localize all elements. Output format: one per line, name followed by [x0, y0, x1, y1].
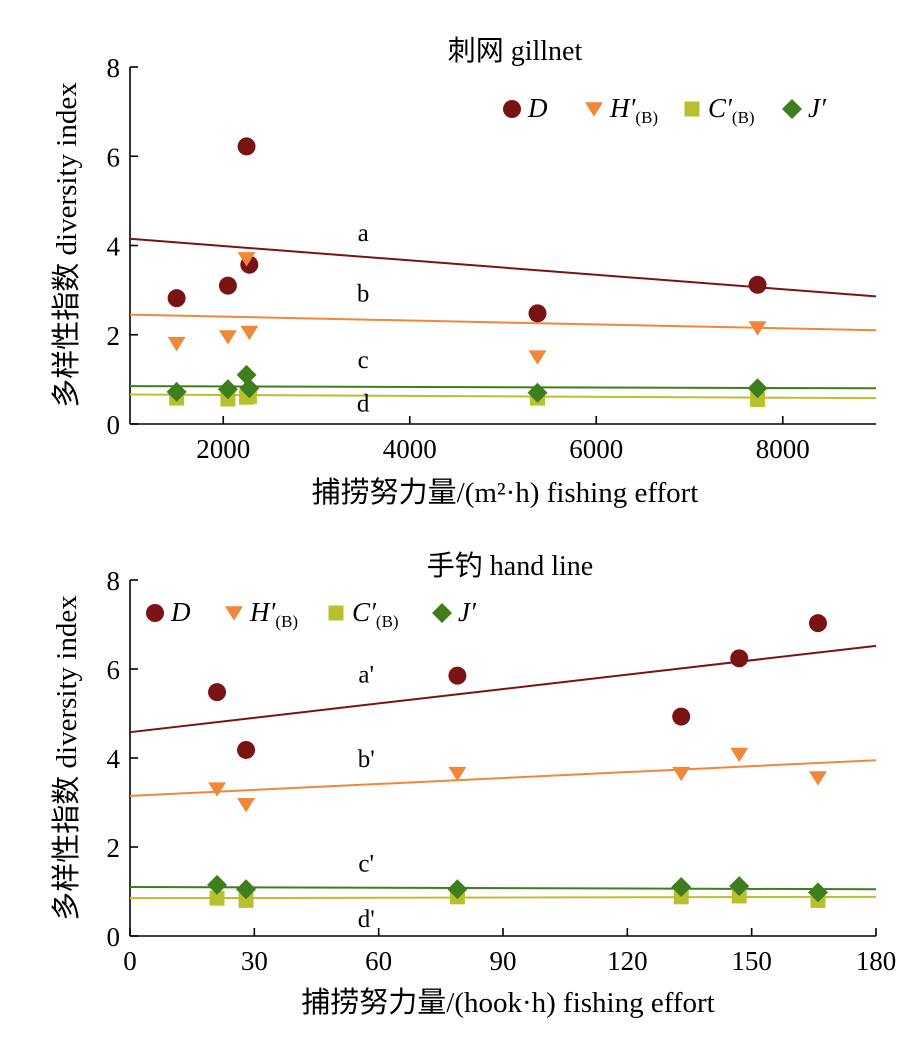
x-tick-label: 2000 [196, 434, 250, 464]
trendline-label: b [357, 280, 370, 307]
data-point-s3 [209, 890, 225, 906]
data-point-s2 [237, 797, 256, 813]
data-point-s2 [167, 336, 186, 352]
x-tick-label: 6000 [569, 434, 623, 464]
legend-marker [585, 102, 603, 117]
legend-marker [782, 99, 802, 119]
trendline-1 [129, 644, 877, 734]
data-point-s4 [239, 378, 260, 399]
legend-label: J′ [458, 597, 477, 627]
data-point-s2 [208, 782, 227, 797]
trendline-label: d' [358, 906, 375, 933]
y-tick-label: 4 [107, 232, 121, 262]
legend-marker [146, 604, 164, 622]
legend-label: H′(B) [609, 93, 658, 127]
data-point-s4 [527, 382, 548, 403]
data-point-s3 [238, 892, 254, 908]
trendline-label: c' [358, 850, 374, 877]
data-point-s4 [236, 364, 257, 385]
trendline-label: a' [358, 661, 374, 688]
data-point-s2 [808, 771, 827, 786]
data-point-s1 [237, 137, 256, 156]
y-tick-label: 8 [107, 566, 121, 596]
data-point-s1 [808, 614, 827, 633]
trendline-4 [129, 895, 877, 900]
legend-label: C′(B) [352, 597, 399, 631]
data-point-s4 [166, 381, 187, 402]
trendline-label: a [358, 220, 369, 247]
chart-panel-1: 刺网 gillnet 0 2 4 6 8 2000 4000 6000 8000 捕捞努力量/(m²… [50, 35, 877, 509]
data-point-s1 [528, 304, 547, 323]
trendline-2 [129, 313, 877, 332]
x-axis-label: 捕捞努力量/(m²·h) fishing effort [312, 476, 699, 509]
data-point-s2 [748, 321, 767, 336]
legend-label: D [527, 93, 548, 123]
legend-marker [503, 100, 521, 118]
data-point-s2 [237, 252, 256, 267]
data-point-s4 [207, 874, 228, 895]
x-tick-label: 90 [490, 946, 517, 976]
data-point-s3 [750, 391, 766, 407]
y-tick-label: 6 [107, 655, 121, 685]
legend-marker [684, 101, 700, 117]
chart-title: 手钓 hand line [427, 550, 593, 582]
data-point-s4 [236, 879, 257, 900]
data-point-s1 [237, 740, 256, 759]
x-tick-label: 60 [365, 946, 392, 976]
data-point-s4 [729, 876, 750, 897]
data-point-s1 [167, 289, 186, 308]
x-tick-label: 120 [607, 946, 648, 976]
x-tick-label: 30 [241, 946, 268, 976]
data-point-s1 [448, 666, 467, 685]
chart-title: 刺网 gillnet [448, 35, 583, 67]
data-point-s1 [730, 649, 749, 668]
trendline-label: c [358, 347, 369, 374]
data-point-s4 [807, 882, 828, 903]
data-point-s4 [747, 378, 768, 399]
y-tick-label: 8 [107, 53, 121, 83]
legend-label: D [170, 597, 191, 627]
data-point-s4 [671, 877, 692, 898]
trendline-label: b' [358, 746, 375, 773]
y-tick-label: 2 [107, 833, 121, 863]
data-point-s4 [217, 379, 238, 400]
data-point-s2 [730, 747, 749, 763]
data-point-s2 [528, 350, 547, 365]
x-tick-label: 8000 [756, 434, 810, 464]
data-point-s1 [218, 276, 237, 295]
legend-label: H′(B) [249, 597, 298, 631]
trendline-label: d [357, 391, 370, 418]
data-point-s2 [218, 330, 237, 345]
y-axis-label: 多样性指数 diversity index [50, 595, 83, 921]
x-tick-label: 4000 [383, 434, 437, 464]
legend-marker [328, 605, 344, 621]
data-point-s2 [672, 766, 691, 782]
y-tick-label: 4 [107, 744, 121, 774]
x-tick-label: 150 [731, 946, 772, 976]
x-tick-label: 180 [856, 946, 897, 976]
legend-label: J′ [808, 93, 827, 123]
y-tick-label: 2 [107, 321, 121, 351]
legend-marker [225, 606, 243, 621]
y-axis-label: 多样性指数 diversity index [50, 82, 83, 408]
trendline-3 [129, 886, 877, 891]
data-point-s1 [748, 275, 767, 294]
data-point-s1 [672, 707, 691, 726]
legend-marker [432, 603, 452, 623]
data-point-s2 [240, 325, 259, 341]
y-tick-label: 0 [107, 410, 121, 440]
trendline-2 [129, 759, 877, 797]
legend-label: C′(B) [708, 93, 755, 127]
y-tick-label: 6 [107, 142, 121, 172]
data-point-s1 [208, 683, 227, 702]
data-point-s2 [448, 766, 467, 782]
y-tick-label: 0 [107, 922, 121, 952]
x-axis-label: 捕捞努力量/(hook·h) fishing effort [301, 986, 714, 1019]
chart-panel-2: 手钓 hand line 0 2 4 6 8 0 30 60 90 120 150 180 捕捞努力量/(… [50, 550, 896, 1019]
x-tick-label: 0 [123, 946, 137, 976]
data-point-s4 [447, 879, 468, 900]
